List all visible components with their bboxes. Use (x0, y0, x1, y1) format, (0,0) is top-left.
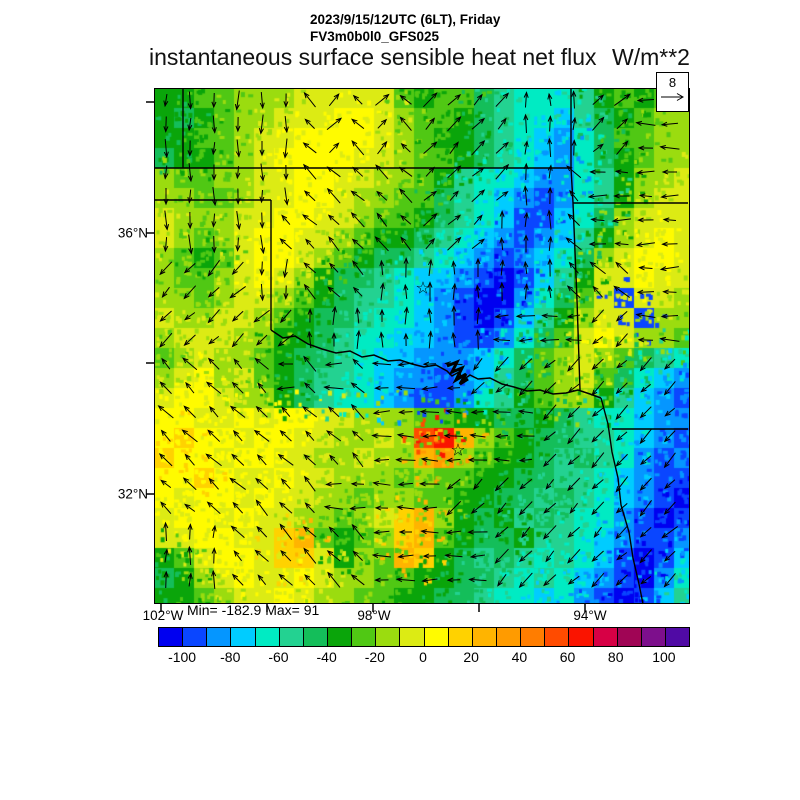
reference-vector-value: 8 (668, 75, 677, 90)
colorbar-segment (664, 628, 690, 646)
colorbar-segment (640, 628, 665, 646)
colorbar-segment (375, 628, 400, 646)
heat-flux-heatmap (154, 88, 690, 604)
minmax-label: Min= -182.9 Max= 91 (187, 602, 320, 618)
colorbar-segment (520, 628, 545, 646)
colorbar-segment (230, 628, 255, 646)
colorbar-segment (254, 628, 279, 646)
colorbar-segment (592, 628, 617, 646)
colorbar-tick-label: 80 (607, 649, 624, 665)
colorbar-segment (206, 628, 231, 646)
colorbar-tick-label: -100 (168, 649, 197, 665)
colorbar-tick-label: 40 (511, 649, 528, 665)
colorbar-segment (423, 628, 448, 646)
lon-label: 102°W (142, 608, 184, 623)
colorbar-tick-label: 60 (559, 649, 576, 665)
colorbar (158, 627, 690, 647)
colorbar-tick-label: -20 (364, 649, 385, 665)
colorbar-tick-label: -60 (268, 649, 289, 665)
colorbar-tick-label: -80 (220, 649, 241, 665)
colorbar-tick-label: -40 (316, 649, 337, 665)
colorbar-segment (302, 628, 327, 646)
lon-label: 98°W (357, 608, 391, 623)
plot-title: instantaneous surface sensible heat net … (149, 44, 597, 70)
colorbar-tick-label: 100 (652, 649, 676, 665)
colorbar-segment (447, 628, 472, 646)
reference-arrow-icon (661, 93, 684, 101)
units-label: W/m**2 (612, 44, 690, 70)
colorbar-segment (326, 628, 352, 646)
colorbar-segment (399, 628, 424, 646)
colorbar-segment (159, 628, 183, 646)
star-marker-icon: ☆ (415, 278, 431, 299)
lat-label: 32°N (117, 486, 148, 502)
colorbar-segment (495, 628, 521, 646)
star-marker-icon: ☆ (450, 440, 466, 461)
lon-label: 94°W (573, 608, 607, 623)
colorbar-segment (616, 628, 641, 646)
lat-label: 36°N (117, 225, 148, 241)
datetime-line: 2023/9/15/12UTC (6LT), Friday (310, 12, 501, 27)
colorbar-segment (544, 628, 569, 646)
colorbar-segment (568, 628, 593, 646)
colorbar-segment (471, 628, 496, 646)
colorbar-tick-label: 0 (419, 649, 427, 665)
colorbar-tick-label: 20 (463, 649, 479, 665)
colorbar-segment (182, 628, 207, 646)
model-run-line: FV3m0b0l0_GFS025 (310, 29, 440, 44)
reference-vector-box: 8 (656, 72, 689, 112)
colorbar-segment (278, 628, 303, 646)
colorbar-segment (351, 628, 376, 646)
